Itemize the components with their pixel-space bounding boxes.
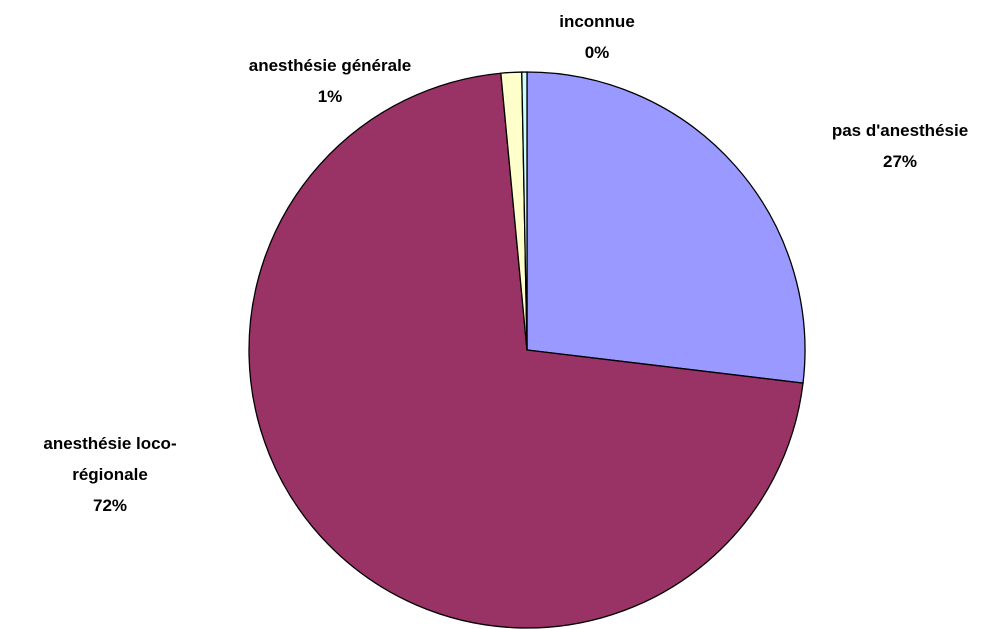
category-name: pas d'anesthésie (831, 121, 969, 140)
slice-label: anesthésie loco-régionale 72% (10, 428, 210, 521)
percent-label: 72% (92, 496, 128, 515)
percent-label: 27% (882, 152, 918, 171)
pie-slice (521, 71, 528, 351)
percent-label: 1% (317, 87, 343, 106)
slice-label: pas d'anesthésie 27% (790, 115, 1007, 177)
percent-label: 0% (584, 43, 610, 62)
category-name: anesthésie générale (248, 56, 412, 75)
slice-label: inconnue 0% (527, 6, 667, 68)
category-name: inconnue (559, 12, 635, 31)
category-name: anesthésie loco-régionale (43, 434, 177, 484)
pie-slice (526, 71, 806, 384)
slice-label: anesthésie générale 1% (200, 50, 460, 112)
pie-slice (248, 72, 804, 629)
